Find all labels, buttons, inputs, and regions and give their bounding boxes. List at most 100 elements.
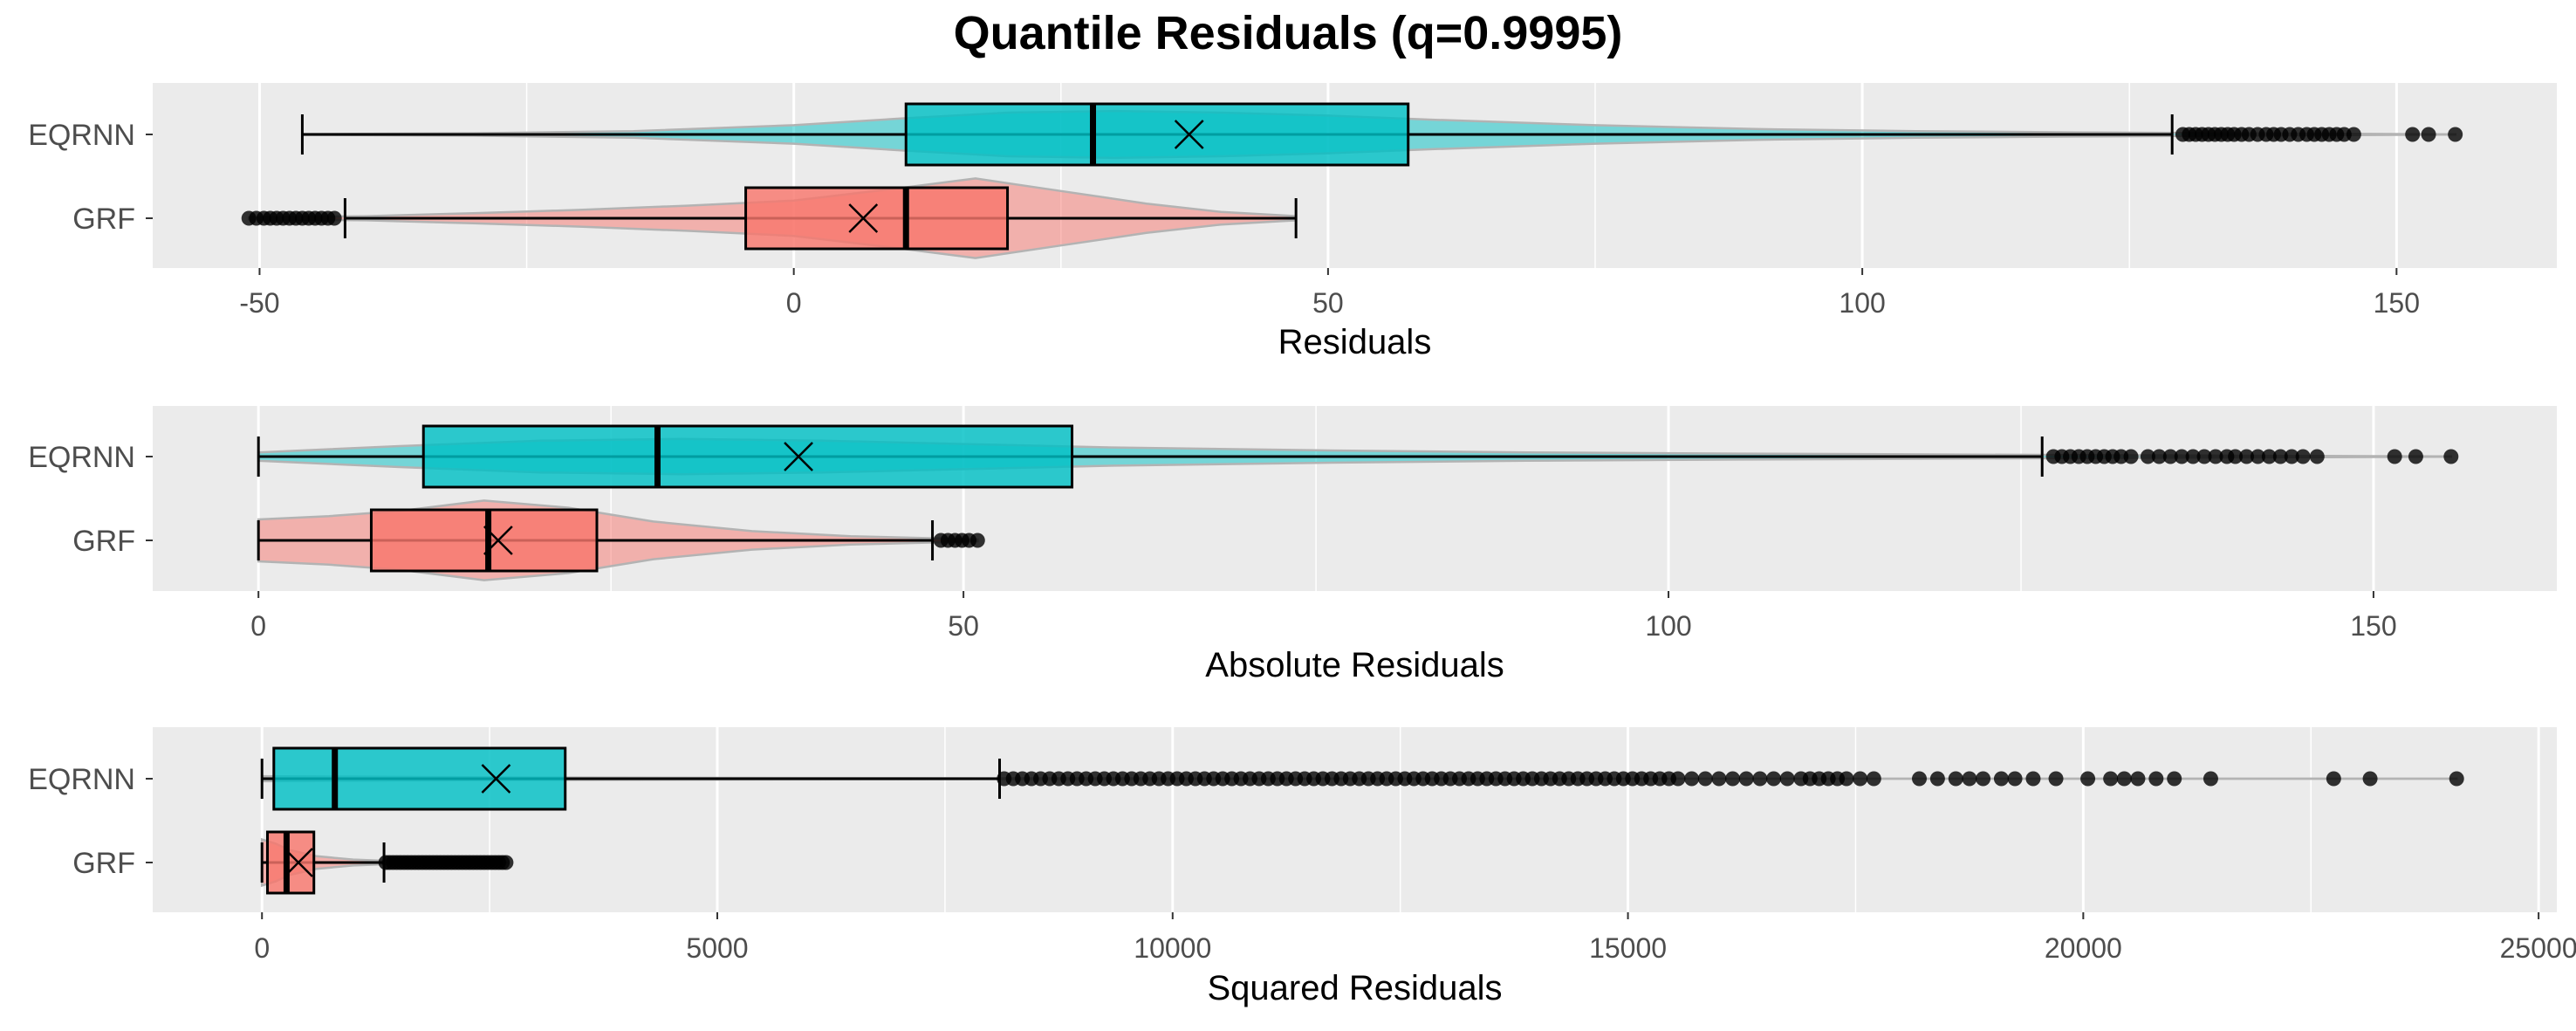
outlier-point — [2405, 127, 2421, 142]
outlier-point — [1779, 771, 1795, 787]
outlier-point — [2250, 449, 2265, 464]
x-axis-title: Residuals — [1278, 323, 1432, 361]
outlier-point — [2239, 449, 2255, 464]
outlier-point — [326, 210, 342, 226]
outlier-point — [1738, 771, 1754, 787]
outlier-point — [2116, 771, 2132, 787]
outlier-point — [2048, 771, 2064, 787]
outlier-point — [1948, 771, 1963, 787]
x-tick-label: 50 — [1312, 287, 1344, 319]
outlier-point — [2151, 449, 2167, 464]
outlier-point — [1725, 771, 1741, 787]
outlier-point — [2449, 771, 2464, 787]
x-tick-label: 0 — [786, 287, 802, 319]
outlier-point — [2185, 449, 2201, 464]
outlier-point — [2174, 449, 2189, 464]
series-eqrnn — [260, 746, 2464, 811]
category-label-eqrnn: EQRNN — [28, 441, 135, 474]
mean-marker-stroke-b — [784, 442, 813, 471]
outlier-point — [2140, 449, 2155, 464]
outlier-point — [1912, 771, 1928, 787]
x-tick-label: -50 — [239, 287, 279, 319]
category-label-grf: GRF — [72, 203, 135, 236]
iqr-box — [904, 102, 1410, 167]
outlier-point — [1839, 771, 1854, 787]
x-tick-label: 15000 — [1589, 932, 1667, 964]
x-tick-label: 20000 — [2045, 932, 2122, 964]
series-eqrnn — [300, 102, 2463, 167]
x-tick-label: 0 — [250, 610, 266, 642]
x-tick-label: 0 — [254, 932, 270, 964]
outlier-point — [1929, 771, 1945, 787]
outlier-point — [2326, 771, 2341, 787]
category-label-grf: GRF — [72, 525, 135, 558]
outlier-point — [2272, 449, 2288, 464]
outlier-point — [1766, 771, 1782, 787]
outlier-point — [2284, 449, 2299, 464]
outlier-point — [2362, 771, 2378, 787]
x-tick-label: 50 — [948, 610, 979, 642]
outlier-point — [2080, 771, 2096, 787]
outlier-point — [2346, 127, 2361, 142]
x-axis-title: Absolute Residuals — [1205, 646, 1504, 684]
category-label-eqrnn: EQRNN — [28, 763, 135, 796]
x-tick-label: 25000 — [2500, 932, 2576, 964]
series-grf — [257, 499, 985, 581]
squared-residuals-panel: 0 5000 10000 15000 20000 25000 Squared Residua… — [28, 727, 2576, 1007]
outlier-point — [2007, 771, 2023, 787]
outlier-point — [1993, 771, 2009, 787]
mean-marker-stroke-b — [284, 848, 313, 877]
x-tick-label: 150 — [2350, 610, 2396, 642]
outlier-point — [2162, 449, 2178, 464]
outlier-point — [1962, 771, 1977, 787]
outlier-point — [1752, 771, 1768, 787]
x-tick-label: 10000 — [1134, 932, 1211, 964]
outlier-point — [1976, 771, 1991, 787]
iqr-box — [744, 186, 1010, 251]
x-tick-label: 100 — [1839, 287, 1885, 319]
outlier-point — [2203, 771, 2218, 787]
outlier-point — [1711, 771, 1727, 787]
absolute-residuals-panel: 0 50 100 150 Absolute Residuals EQRNN GRF — [28, 406, 2557, 684]
iqr-box — [421, 424, 1074, 489]
x-tick-label: 5000 — [686, 932, 748, 964]
category-label-eqrnn: EQRNN — [28, 119, 135, 152]
outlier-point — [2387, 449, 2402, 464]
x-tick-label: 150 — [2374, 287, 2420, 319]
x-tick-label: 100 — [1645, 610, 1691, 642]
outlier-point — [2448, 127, 2463, 142]
outlier-point — [2130, 771, 2146, 787]
outlier-point — [2167, 771, 2182, 787]
outlier-point — [2208, 449, 2223, 464]
mean-marker-stroke-b — [483, 526, 513, 555]
outlier-point — [2148, 771, 2164, 787]
outlier-point — [2123, 449, 2139, 464]
x-axis-title: Squared Residuals — [1208, 969, 1503, 1007]
outlier-point — [2103, 771, 2119, 787]
outlier-point — [1684, 771, 1700, 787]
outlier-point — [1697, 771, 1713, 787]
outlier-point — [2228, 449, 2244, 464]
outlier-point — [969, 533, 985, 548]
series-grf — [260, 830, 514, 895]
series-eqrnn — [257, 424, 2459, 489]
residuals-panel: -50 0 50 100 150 Residuals EQRNN GRF — [28, 83, 2557, 361]
outlier-point — [2421, 127, 2436, 142]
iqr-box — [265, 830, 316, 895]
mean-marker-stroke-b — [1174, 120, 1204, 149]
mean-marker-stroke-b — [848, 203, 879, 233]
outlier-point — [2309, 449, 2325, 464]
outlier-point — [498, 855, 514, 870]
outlier-point — [2408, 449, 2423, 464]
category-label-grf: GRF — [72, 847, 135, 880]
mean-marker-stroke-b — [481, 764, 511, 794]
outlier-point — [2025, 771, 2041, 787]
chart-title: Quantile Residuals (q=0.9995) — [954, 7, 1623, 59]
outlier-point — [2196, 449, 2212, 464]
series-grf — [241, 177, 1298, 259]
outlier-point — [2295, 449, 2311, 464]
outlier-point — [1853, 771, 1868, 787]
iqr-box — [272, 746, 567, 811]
outlier-point — [2261, 449, 2277, 464]
